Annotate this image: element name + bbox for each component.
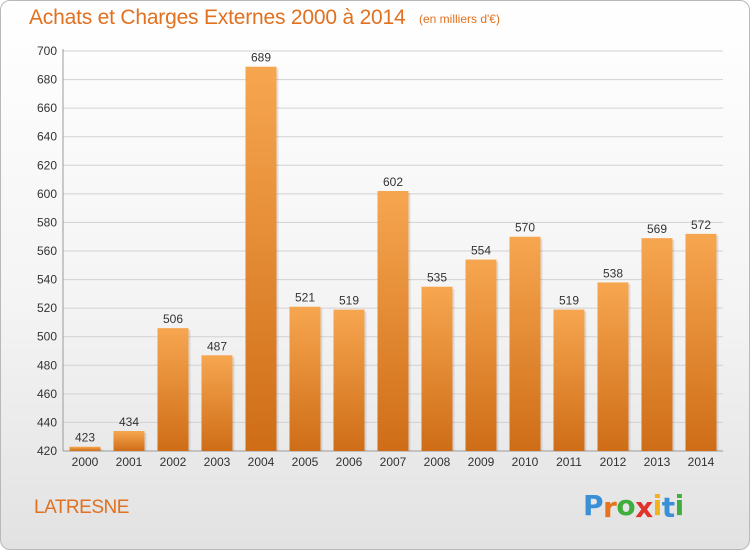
bar — [377, 191, 409, 451]
x-tick-label: 2009 — [468, 455, 495, 469]
x-tick-label: 2000 — [72, 455, 99, 469]
x-tick-label: 2004 — [248, 455, 275, 469]
y-tick-label: 700 — [37, 44, 57, 58]
bar — [69, 446, 101, 451]
bar — [289, 306, 321, 451]
x-tick-label: 2003 — [204, 455, 231, 469]
logo-letter: o — [616, 489, 636, 522]
bar-value-label: 434 — [119, 415, 139, 429]
y-tick-label: 680 — [37, 73, 57, 87]
x-tick-label: 2007 — [380, 455, 407, 469]
bar — [421, 286, 453, 451]
bar-value-label: 554 — [471, 244, 491, 258]
bar-value-label: 535 — [427, 271, 447, 285]
logo-letter: i — [674, 489, 685, 522]
y-tick-label: 480 — [37, 358, 57, 372]
y-tick-label: 440 — [37, 415, 57, 429]
logo-letter: r — [603, 491, 617, 524]
bar-value-label: 569 — [647, 222, 667, 236]
logo-letter: P — [583, 489, 604, 522]
x-tick-label: 2002 — [160, 455, 187, 469]
y-tick-label: 520 — [37, 301, 57, 315]
y-tick-label: 460 — [37, 387, 57, 401]
y-tick-label: 500 — [37, 330, 57, 344]
bar — [333, 309, 365, 451]
y-tick-label: 580 — [37, 215, 57, 229]
bar — [113, 431, 145, 451]
x-tick-label: 2001 — [116, 455, 143, 469]
bar — [201, 355, 233, 451]
bar — [509, 236, 541, 451]
y-tick-label: 420 — [37, 444, 57, 458]
bar — [157, 328, 189, 451]
bar-value-label: 602 — [383, 175, 403, 189]
bar — [465, 259, 497, 451]
y-tick-label: 620 — [37, 158, 57, 172]
logo-letter: x — [635, 491, 653, 524]
bar-value-label: 423 — [75, 431, 95, 445]
y-tick-label: 640 — [37, 130, 57, 144]
logo-letter: t — [661, 491, 675, 524]
y-tick-label: 560 — [37, 244, 57, 258]
y-tick-label: 660 — [37, 101, 57, 115]
x-tick-label: 2005 — [292, 455, 319, 469]
x-tick-label: 2010 — [512, 455, 539, 469]
x-tick-label: 2008 — [424, 455, 451, 469]
bar — [685, 233, 717, 451]
bar-value-label: 572 — [691, 218, 711, 232]
bar-value-label: 487 — [207, 339, 227, 353]
y-tick-label: 540 — [37, 273, 57, 287]
bar-value-label: 689 — [251, 51, 271, 65]
bar-value-label: 538 — [603, 266, 623, 280]
y-tick-label: 600 — [37, 187, 57, 201]
bar — [553, 309, 585, 451]
proxiti-logo: Proxiti — [583, 489, 685, 524]
chart-subtitle: (en milliers d'€) — [419, 12, 500, 26]
logo-letter: i — [652, 489, 663, 522]
x-tick-label: 2011 — [556, 455, 582, 469]
x-tick-label: 2014 — [688, 455, 715, 469]
commune-name: LATRESNE — [34, 497, 129, 518]
bar-value-label: 519 — [339, 294, 359, 308]
bar-value-label: 521 — [295, 291, 315, 305]
x-tick-label: 2012 — [600, 455, 627, 469]
x-tick-label: 2006 — [336, 455, 363, 469]
bar-value-label: 506 — [163, 312, 183, 326]
bar-value-label: 570 — [515, 221, 535, 235]
bar-value-label: 519 — [559, 294, 579, 308]
bar — [641, 238, 673, 451]
chart-title: Achats et Charges Externes 2000 à 2014 — [29, 6, 406, 29]
bar — [597, 282, 629, 451]
x-tick-label: 2013 — [644, 455, 671, 469]
bar — [245, 66, 277, 451]
